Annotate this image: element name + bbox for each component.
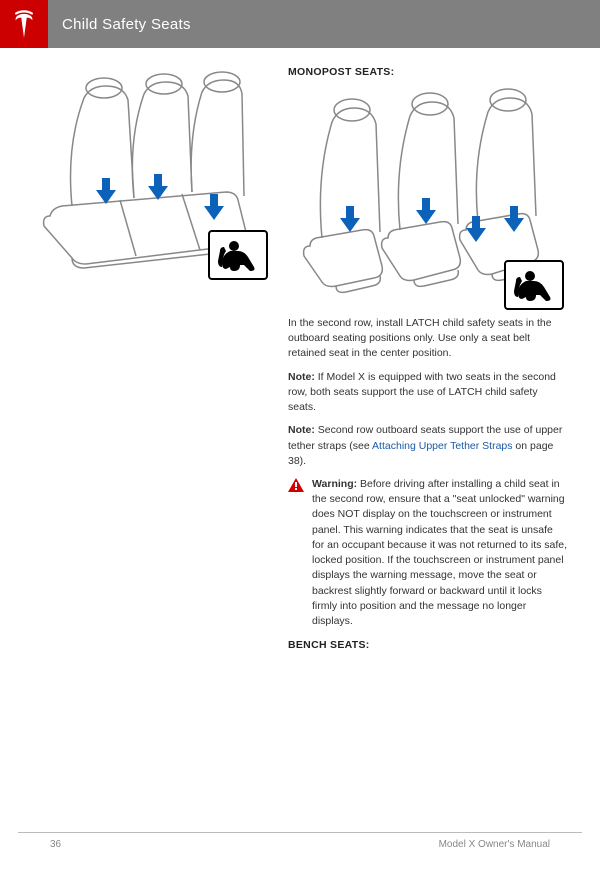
seat-diagram-bench <box>32 66 272 276</box>
paragraph-main: In the second row, install LATCH child s… <box>288 316 568 362</box>
bench-label: BENCH SEATS: <box>288 639 568 651</box>
seat-diagram-monopost <box>288 86 568 306</box>
monopost-label: MONOPOST SEATS: <box>288 66 568 78</box>
note-label: Note: <box>288 371 315 383</box>
note-1: Note: If Model X is equipped with two se… <box>288 370 568 416</box>
page-title: Child Safety Seats <box>48 0 600 48</box>
child-seat-icon <box>512 267 556 303</box>
tesla-logo <box>0 0 48 48</box>
page-header: Child Safety Seats <box>0 0 600 48</box>
page-number: 36 <box>50 839 61 850</box>
note-1-text: If Model X is equipped with two seats in… <box>288 371 556 413</box>
note-2: Note: Second row outboard seats support … <box>288 423 568 469</box>
warning-body: Before driving after installing a child … <box>312 478 567 627</box>
warning-block: Warning: Before driving after installing… <box>288 477 568 629</box>
right-column: MONOPOST SEATS: <box>288 66 568 659</box>
warning-label: Warning: <box>312 478 357 490</box>
child-seat-icon-box-2 <box>504 260 564 310</box>
note-label: Note: <box>288 424 315 436</box>
child-seat-icon <box>216 237 260 273</box>
tether-link[interactable]: Attaching Upper Tether Straps <box>372 440 512 452</box>
left-column <box>32 66 272 659</box>
child-seat-icon-box <box>208 230 268 280</box>
warning-icon <box>288 478 304 629</box>
warning-text: Warning: Before driving after installing… <box>312 477 568 629</box>
page-footer: 36 Model X Owner's Manual <box>18 832 582 850</box>
doc-title: Model X Owner's Manual <box>439 839 550 850</box>
tesla-logo-icon <box>13 10 35 38</box>
